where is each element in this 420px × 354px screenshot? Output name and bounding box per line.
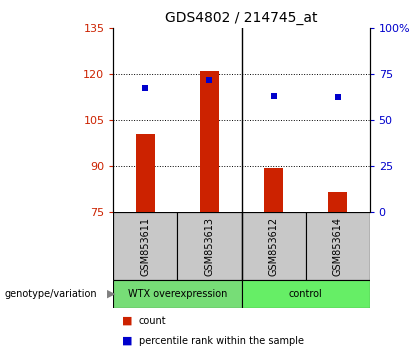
Text: percentile rank within the sample: percentile rank within the sample [139,336,304,346]
Text: ■: ■ [122,316,132,326]
FancyBboxPatch shape [178,212,242,280]
Text: GSM853614: GSM853614 [333,217,343,275]
Text: ■: ■ [122,336,132,346]
Bar [328,193,347,212]
Text: count: count [139,316,166,326]
Text: GSM853612: GSM853612 [268,216,278,276]
Text: GSM853613: GSM853613 [205,217,215,275]
Bar [136,134,155,212]
FancyBboxPatch shape [241,212,306,280]
FancyBboxPatch shape [306,212,370,280]
Text: WTX overexpression: WTX overexpression [128,289,227,299]
Text: ▶: ▶ [107,289,116,299]
Text: genotype/variation: genotype/variation [4,289,97,299]
Text: control: control [289,289,323,299]
Bar [264,168,283,212]
Bar [200,71,219,212]
FancyBboxPatch shape [113,212,178,280]
FancyBboxPatch shape [113,280,241,308]
Title: GDS4802 / 214745_at: GDS4802 / 214745_at [165,11,318,24]
FancyBboxPatch shape [241,280,370,308]
Text: GSM853611: GSM853611 [140,217,150,275]
